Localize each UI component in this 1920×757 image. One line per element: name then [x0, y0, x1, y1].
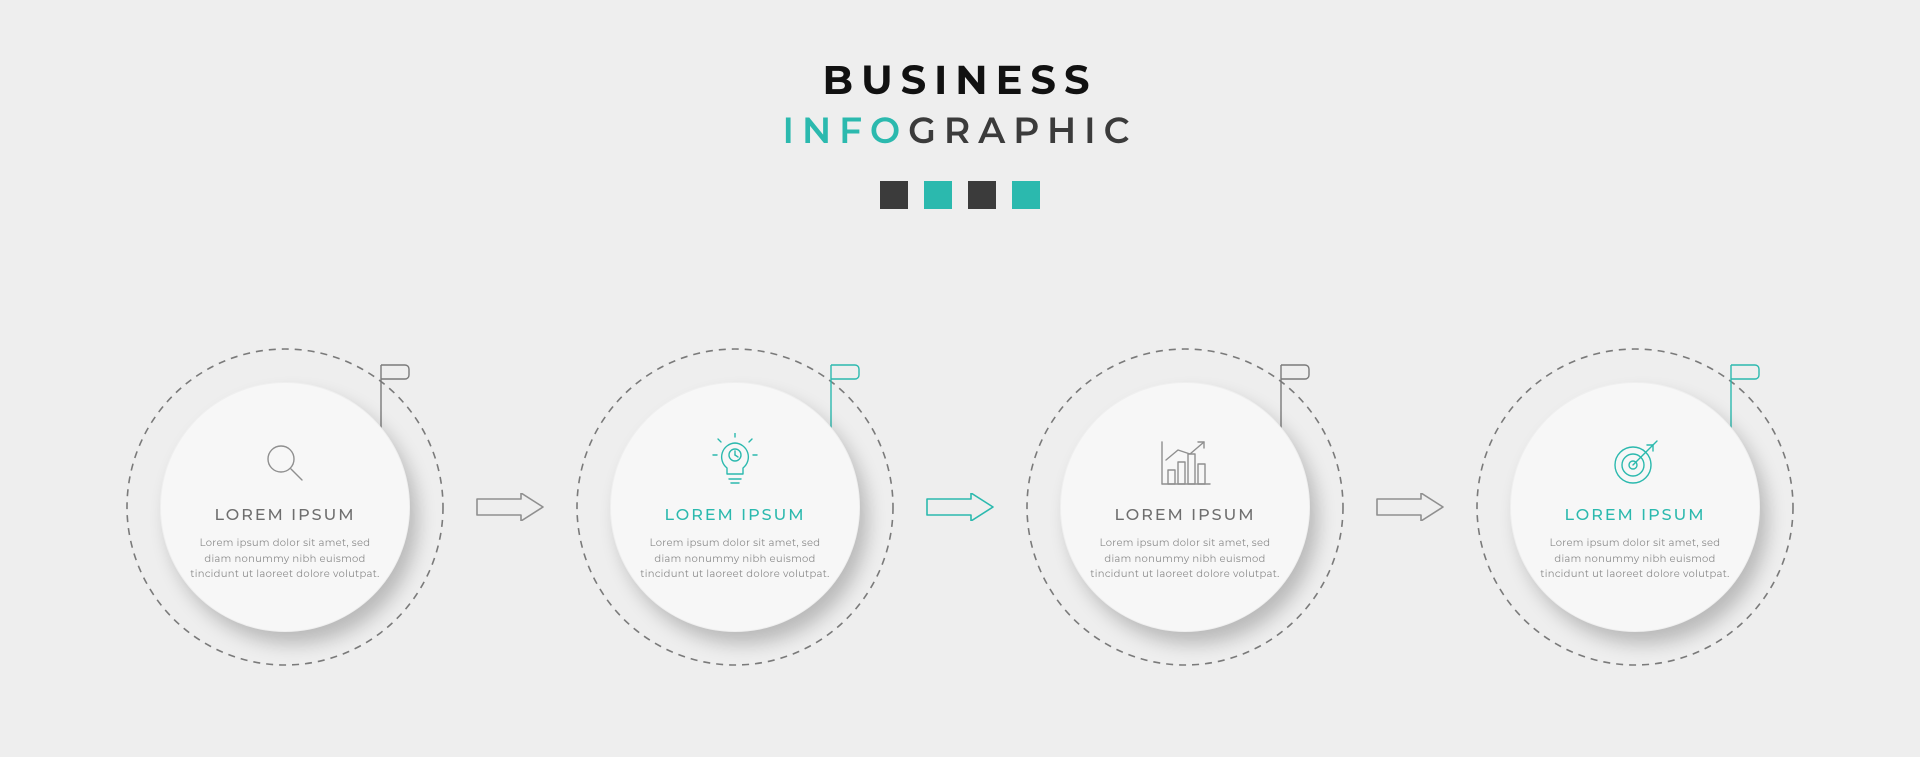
step-title: LOREM IPSUM	[214, 506, 355, 525]
step-title: LOREM IPSUM	[664, 506, 805, 525]
decor-square	[1012, 181, 1040, 209]
connector-arrow-icon	[475, 493, 545, 521]
bar-chart-arrow-icon	[1156, 432, 1214, 494]
connector-arrow-icon	[1375, 493, 1445, 521]
step: LOREM IPSUM Lorem ipsum dolor sit amet, s…	[1025, 347, 1345, 667]
decor-square	[880, 181, 908, 209]
step-body: Lorem ipsum dolor sit amet, sed diam non…	[1538, 535, 1732, 582]
title-line1: BUSINESS	[0, 56, 1920, 105]
step-title: LOREM IPSUM	[1564, 506, 1705, 525]
step-disc: LOREM IPSUM Lorem ipsum dolor sit amet, s…	[1060, 382, 1310, 632]
step: LOREM IPSUM Lorem ipsum dolor sit amet, s…	[1475, 347, 1795, 667]
title-line2-dark: GRAPHIC	[908, 109, 1137, 153]
decor-square	[968, 181, 996, 209]
decor-square	[924, 181, 952, 209]
step-body: Lorem ipsum dolor sit amet, sed diam non…	[638, 535, 832, 582]
step: LOREM IPSUM Lorem ipsum dolor sit amet, s…	[575, 347, 895, 667]
infographic-canvas: BUSINESS INFOGRAPHIC LOREM IPSUM Lorem ip…	[0, 0, 1920, 757]
target-arrow-icon	[1607, 432, 1663, 494]
step-title: LOREM IPSUM	[1114, 506, 1255, 525]
step: LOREM IPSUM Lorem ipsum dolor sit amet, s…	[125, 347, 445, 667]
step-disc: LOREM IPSUM Lorem ipsum dolor sit amet, s…	[160, 382, 410, 632]
decor-squares	[0, 181, 1920, 209]
step-disc: LOREM IPSUM Lorem ipsum dolor sit amet, s…	[610, 382, 860, 632]
header: BUSINESS INFOGRAPHIC	[0, 56, 1920, 209]
title-line2-accent: INFO	[783, 109, 909, 153]
step-disc: LOREM IPSUM Lorem ipsum dolor sit amet, s…	[1510, 382, 1760, 632]
connector-arrow-icon	[925, 493, 995, 521]
title-line2: INFOGRAPHIC	[0, 109, 1920, 153]
magnifier-icon	[258, 432, 312, 494]
lightbulb-clock-icon	[705, 432, 765, 494]
step-body: Lorem ipsum dolor sit amet, sed diam non…	[188, 535, 382, 582]
step-body: Lorem ipsum dolor sit amet, sed diam non…	[1088, 535, 1282, 582]
steps-row: LOREM IPSUM Lorem ipsum dolor sit amet, s…	[0, 317, 1920, 697]
